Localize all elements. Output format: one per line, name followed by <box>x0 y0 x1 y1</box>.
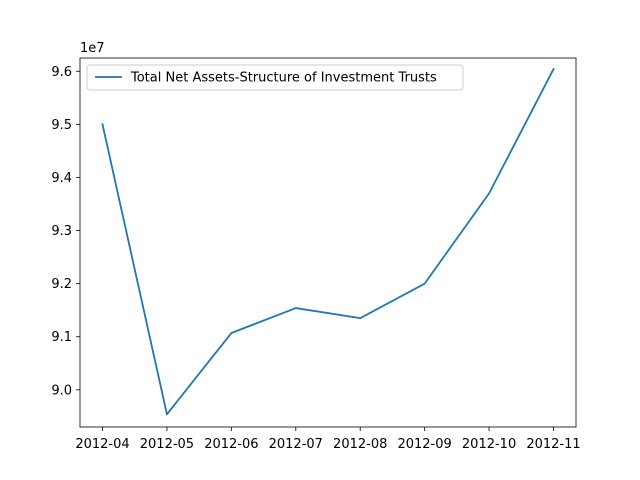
legend-label: Total Net Assets-Structure of Investment… <box>130 71 437 86</box>
x-tick-label-2012-08: 2012-08 <box>333 437 387 452</box>
plot-frame <box>79 57 577 428</box>
x-tick-label-2012-06: 2012-06 <box>204 437 258 452</box>
y-tick-label-9.2: 9.2 <box>51 277 72 292</box>
x-tick-label-2012-07: 2012-07 <box>269 437 323 452</box>
plot-area <box>80 58 576 427</box>
x-axis: 2012-04 2012-05 2012-06 2012-07 2012-08 2012-… <box>75 427 581 452</box>
y-tick-label-9.6: 9.6 <box>51 65 72 80</box>
x-tick-label-2012-11: 2012-11 <box>526 437 580 452</box>
y-offset-label: 1e7 <box>80 41 105 56</box>
x-tick-label-2012-04: 2012-04 <box>75 437 129 452</box>
y-tick-label-9.4: 9.4 <box>51 171 72 186</box>
y-tick-label-9.3: 9.3 <box>51 224 72 239</box>
x-tick-label-2012-09: 2012-09 <box>397 437 451 452</box>
x-tick-label-2012-05: 2012-05 <box>140 437 194 452</box>
series-layer <box>101 67 555 416</box>
x-tick-label-2012-10: 2012-10 <box>462 437 516 452</box>
y-axis: 9.0 9.1 9.2 9.3 9.4 9.5 9.6 <box>51 65 80 398</box>
legend: Total Net Assets-Structure of Investment… <box>86 64 464 91</box>
y-tick-label-9.1: 9.1 <box>51 330 72 345</box>
series-line-0 <box>101 67 555 416</box>
legend-box <box>86 64 464 91</box>
y-tick-label-9.0: 9.0 <box>51 383 72 398</box>
y-tick-label-9.5: 9.5 <box>51 118 72 133</box>
